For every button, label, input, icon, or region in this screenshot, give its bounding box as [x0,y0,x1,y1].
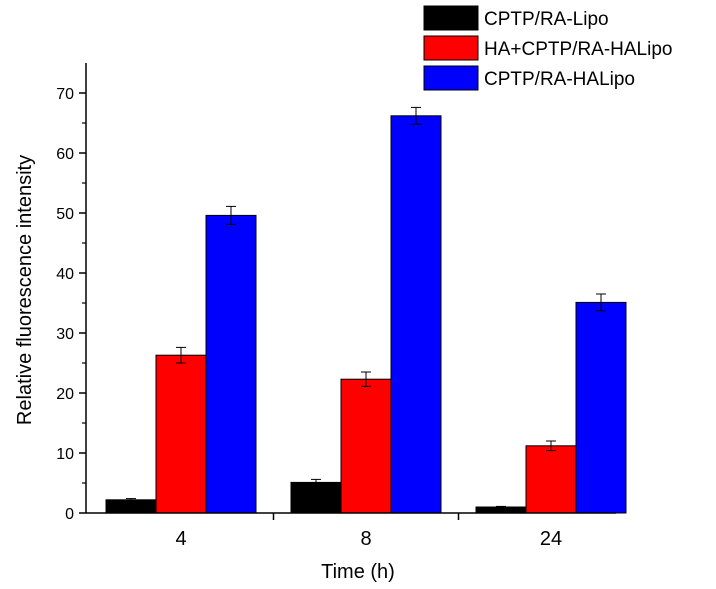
axes [85,63,616,514]
x-ticks: 4 8 24 [175,513,562,550]
legend-swatch [423,35,479,61]
y-tick-label: 40 [56,266,74,283]
legend-label: CPTP/RA-Lipo [484,9,609,30]
bar [155,354,207,514]
y-tick-label: 50 [56,206,74,223]
x-axis-label: Time (h) [321,561,395,583]
bar [105,499,157,514]
bar [525,445,577,514]
legend-label: CPTP/RA-HALipo [484,69,635,90]
legend-swatch [423,5,479,31]
y-tick-label: 20 [56,386,74,403]
y-tick-label: 10 [56,446,74,463]
y-tick-label: 0 [65,506,74,523]
bar [340,378,392,514]
legend-swatch [423,65,479,91]
y-tick-label: 30 [56,326,74,343]
bar [205,214,257,514]
x-tick-label: 4 [175,528,186,550]
legend-label: HA+CPTP/RA-HALipo [484,39,672,60]
y-axis-label: Relative fluorescence intensity [14,155,36,425]
bars [105,106,627,514]
x-tick-label: 24 [540,528,562,550]
bar [575,301,627,514]
y-tick-label: 70 [56,86,74,103]
y-tick-label: 60 [56,146,74,163]
bar [290,481,342,514]
bar [390,115,442,514]
legend: CPTP/RA-Lipo HA+CPTP/RA-HALipo CPTP/RA-HAL… [423,5,672,91]
y-ticks: 0 10 20 30 40 50 60 70 [56,86,86,523]
x-tick-label: 8 [360,528,371,550]
